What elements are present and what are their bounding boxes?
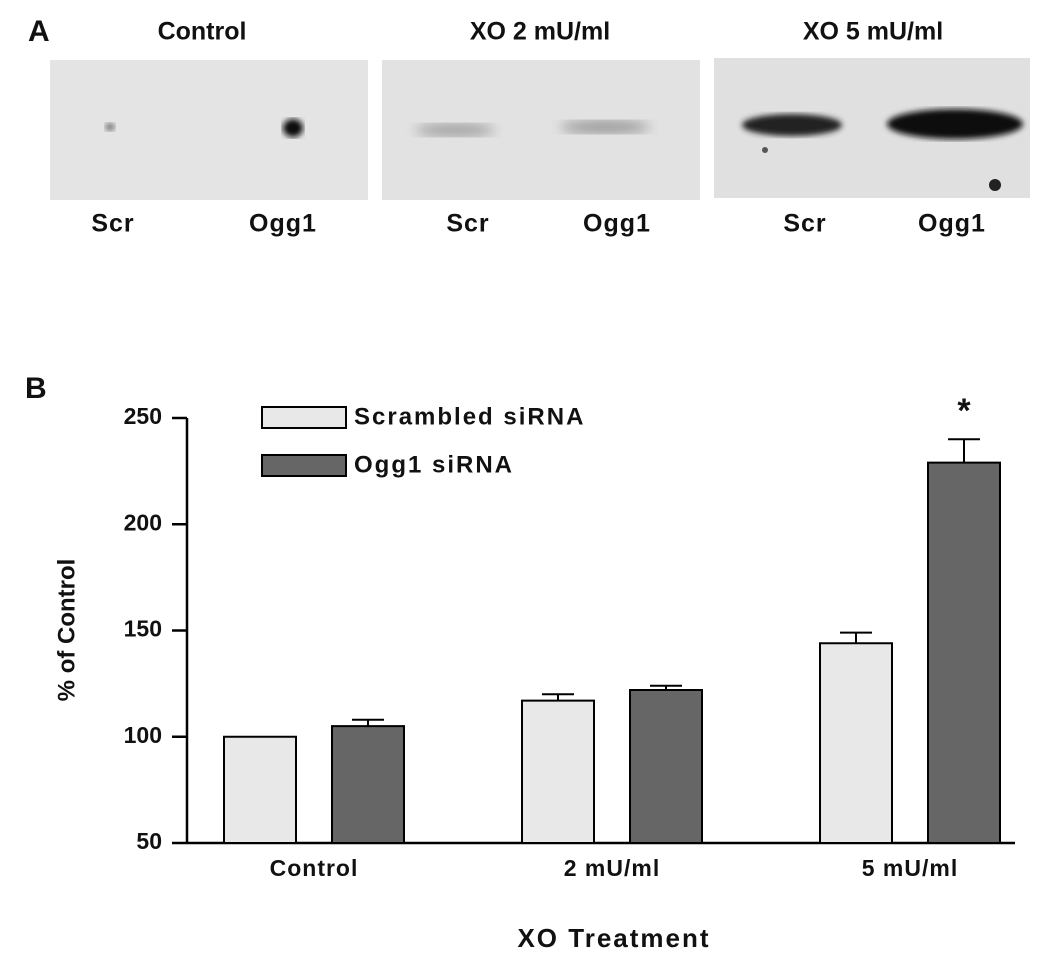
legend-swatch — [261, 454, 347, 477]
lane-title: XO 5 mU/ml — [803, 18, 943, 46]
error-bar — [840, 631, 872, 644]
lane-label: Ogg1 — [918, 210, 986, 238]
y-tick-label: 50 — [136, 828, 162, 854]
legend-swatch — [261, 406, 347, 429]
panel-label: A — [28, 15, 50, 48]
y-axis-label: % of Control — [53, 559, 80, 702]
lane-label: Ogg1 — [249, 210, 317, 238]
lane-label: Scr — [446, 210, 489, 238]
blot-xo5 — [714, 58, 1030, 198]
bar — [331, 725, 405, 844]
legend-label: Scrambled siRNA — [354, 403, 585, 430]
y-tick-label: 100 — [124, 722, 162, 748]
error-bar — [352, 718, 384, 727]
x-tick-label: 5 mU/ml — [862, 855, 958, 881]
lane-title: Control — [158, 18, 247, 46]
x-tick-label: 2 mU/ml — [564, 855, 660, 881]
panel-label: B — [25, 372, 47, 405]
blot-control — [50, 60, 368, 200]
lane-title: XO 2 mU/ml — [470, 18, 610, 46]
lane-label: Ogg1 — [583, 210, 651, 238]
y-tick-label: 150 — [124, 616, 162, 642]
y-tick-label: 200 — [124, 509, 162, 535]
y-tick-label: 250 — [124, 403, 162, 429]
bar — [629, 689, 703, 844]
bar — [819, 642, 893, 844]
bar — [223, 735, 297, 844]
x-tick-label: Control — [270, 855, 359, 881]
blot-xo2 — [382, 60, 700, 200]
bar — [521, 699, 595, 844]
lane-label: Scr — [783, 210, 826, 238]
error-bar — [948, 438, 980, 463]
x-axis-label: XO Treatment — [517, 923, 710, 953]
error-bar — [542, 693, 574, 701]
bar — [927, 461, 1001, 844]
annotation: * — [957, 392, 971, 430]
lane-label: Scr — [91, 210, 134, 238]
legend-label: Ogg1 siRNA — [354, 451, 514, 478]
error-bar — [650, 684, 682, 690]
